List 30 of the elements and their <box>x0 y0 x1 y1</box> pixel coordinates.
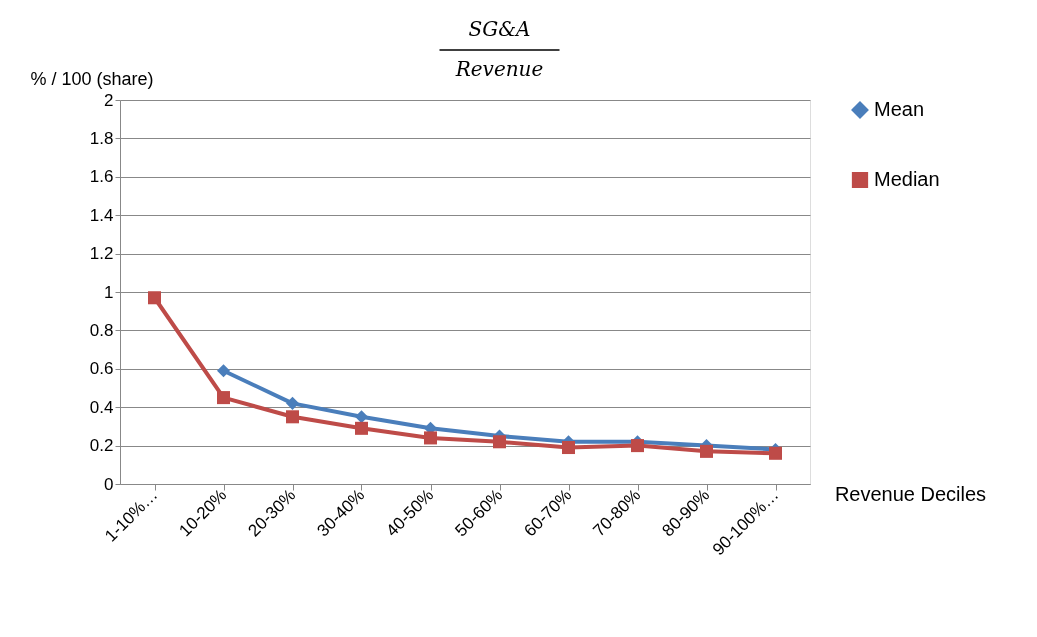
y-tick-label: 0 <box>104 474 114 494</box>
point <box>285 396 300 410</box>
point <box>216 364 231 378</box>
point <box>423 431 438 445</box>
x-axis-title: Revenue Deciles <box>834 482 987 505</box>
legend-label: Mean <box>874 98 925 120</box>
y-tick-label: 1 <box>104 282 114 302</box>
point <box>285 410 300 424</box>
point <box>561 441 576 455</box>
y-tick-label: 0.2 <box>89 436 114 456</box>
y-tick-label: 1.6 <box>89 167 114 187</box>
chart-title: SG&A <box>468 17 531 41</box>
point <box>768 446 783 460</box>
point <box>354 410 369 424</box>
y-tick-label: 1.4 <box>89 205 114 225</box>
point <box>354 421 369 435</box>
y-tick-label: 0.8 <box>89 320 114 340</box>
y-tick-label: 1.8 <box>89 128 114 148</box>
y-tick-label: 0.4 <box>89 397 114 417</box>
y-tick-label: 0.6 <box>89 359 114 379</box>
point <box>147 291 162 305</box>
point <box>216 391 231 405</box>
chart-subtitle: Revenue <box>454 57 544 81</box>
point <box>630 439 645 453</box>
legend-label: Median <box>874 168 940 190</box>
y-tick-label: 2 <box>104 90 114 110</box>
y-tick-label: 1.2 <box>89 244 114 264</box>
point <box>492 435 507 449</box>
point <box>699 444 714 458</box>
y-axis-title: % / 100 (share) <box>30 68 154 89</box>
